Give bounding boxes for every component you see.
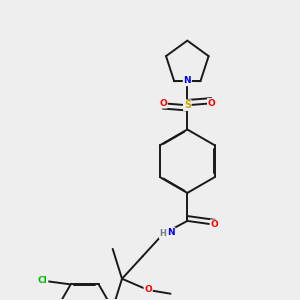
Text: O: O [210,220,218,229]
Text: S: S [184,100,191,110]
Text: O: O [144,286,152,295]
Text: N: N [167,228,175,237]
Text: Cl: Cl [38,276,48,285]
Text: O: O [208,99,215,108]
Text: N: N [184,76,191,85]
Text: O: O [159,99,167,108]
Text: H: H [160,230,167,238]
